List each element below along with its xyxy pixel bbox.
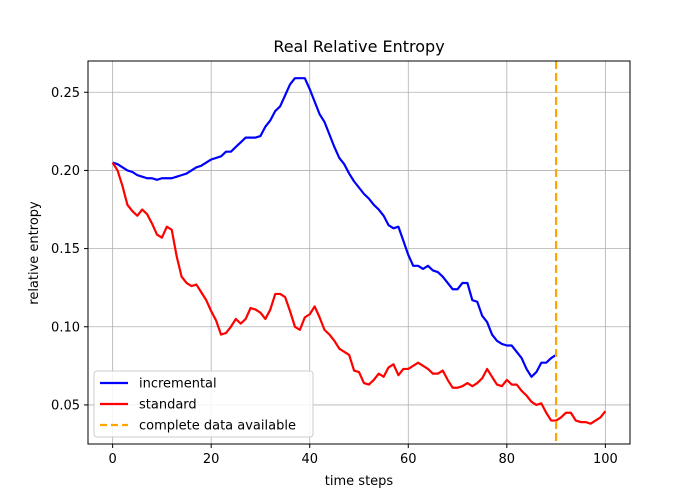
y-tick-label: 0.20 xyxy=(51,164,80,179)
x-tick-label: 20 xyxy=(203,452,220,467)
x-tick-label: 80 xyxy=(499,452,516,467)
y-tick-label: 0.15 xyxy=(51,242,80,257)
y-tick-label: 0.10 xyxy=(51,320,80,335)
legend-label: standard xyxy=(139,398,197,413)
x-tick-label: 60 xyxy=(400,452,417,467)
series-line-standard xyxy=(111,162,607,425)
legend-label: complete data available xyxy=(139,419,296,434)
y-tick-label: 0.25 xyxy=(51,86,80,101)
x-axis-label: time steps xyxy=(325,474,394,489)
chart-title: Real Relative Entropy xyxy=(273,37,444,56)
legend-label: incremental xyxy=(139,377,217,392)
legend: incremental standard complete data availab… xyxy=(93,370,314,438)
grid xyxy=(88,61,630,444)
axis-ticks: 0 20 40 60 80 100 0.05 0.10 0.15 0.20 0.25 xyxy=(51,86,618,467)
series-line-incremental xyxy=(112,77,557,378)
plot-series xyxy=(111,61,607,444)
y-axis-label: relative entropy xyxy=(27,201,42,305)
x-tick-label: 40 xyxy=(301,452,318,467)
y-tick-label: 0.05 xyxy=(51,398,80,413)
legend-box xyxy=(93,370,314,438)
x-tick-label: 100 xyxy=(593,452,618,467)
x-tick-label: 0 xyxy=(108,452,116,467)
plot-frame xyxy=(87,60,631,445)
